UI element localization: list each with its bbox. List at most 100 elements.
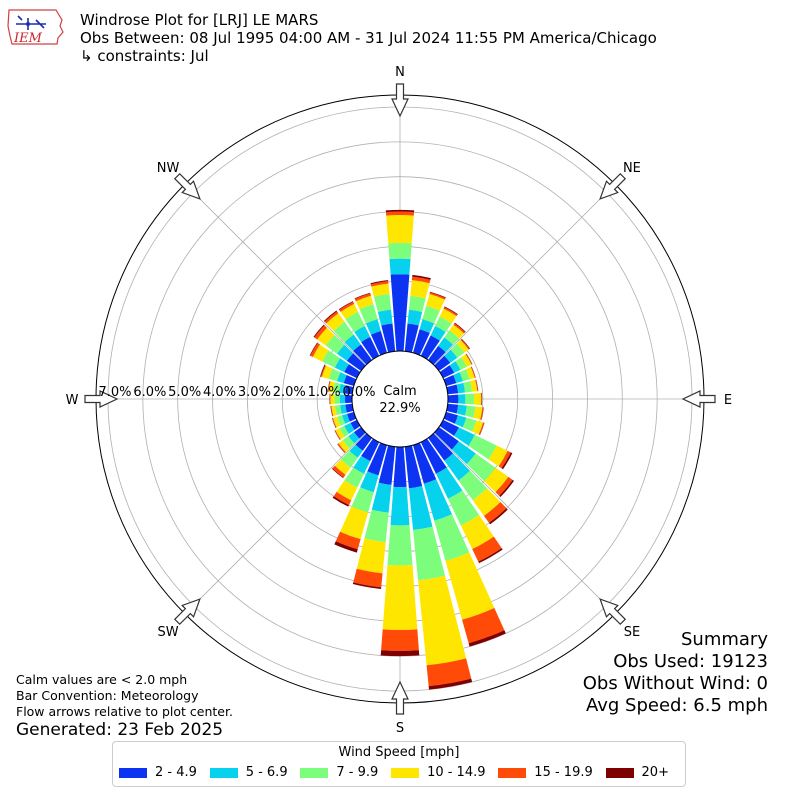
bar-segment — [458, 470, 488, 501]
bar-segment — [381, 323, 396, 353]
bar-segment — [458, 394, 466, 404]
bar-segment — [408, 295, 426, 312]
grid-spoke — [433, 432, 616, 615]
bar-segment — [333, 491, 352, 506]
compass-arrow — [173, 598, 201, 626]
arrow-shape — [84, 390, 119, 408]
bar-segment — [423, 479, 453, 521]
bar-segment — [428, 433, 454, 461]
bar-segment — [480, 407, 484, 420]
bar-segment — [336, 480, 358, 501]
bar-segment — [382, 565, 418, 631]
legend: Wind Speed [mph] 2 - 4.9 5 - 6.9 7 - 9.9… — [112, 741, 686, 787]
direction-bar — [434, 338, 471, 371]
bar-segment — [333, 382, 341, 393]
constraints-text: ↳ constraints: Jul — [80, 47, 209, 65]
bar-segment — [428, 678, 473, 690]
bar-segment — [314, 325, 327, 340]
bar-segment — [380, 650, 420, 657]
bar-segment — [393, 446, 407, 488]
bar-segment — [410, 280, 430, 299]
bar-segment — [352, 582, 382, 589]
bar-segment — [445, 552, 495, 620]
bar-segment — [443, 411, 458, 424]
direction-bar — [323, 310, 372, 365]
bar-segment — [337, 372, 347, 384]
compass-arrow — [599, 172, 627, 200]
radial-tick-label: 0.0% — [342, 385, 375, 400]
legend-item: 10 - 14.9 — [391, 765, 495, 780]
bar-segment — [332, 417, 337, 428]
bar-segment — [446, 384, 459, 395]
bar-segment — [320, 365, 327, 378]
bar-segment — [465, 393, 475, 405]
bar-segment — [429, 292, 446, 300]
bar-segment — [390, 486, 410, 526]
bar-segment — [337, 443, 346, 453]
bar-segment — [359, 304, 378, 324]
bar-segment — [489, 508, 508, 525]
bar-segment — [388, 242, 412, 260]
bar-segment — [340, 303, 359, 320]
direction-bar — [380, 446, 420, 657]
bar-segment — [483, 501, 507, 523]
bar-segment — [412, 442, 437, 484]
direction-bar — [434, 427, 514, 498]
bar-segment — [339, 425, 349, 437]
direction-bar — [443, 366, 476, 387]
bar-segment — [443, 374, 457, 387]
bar-segment — [335, 428, 345, 440]
bar-segment — [353, 568, 383, 588]
compass-label: SE — [624, 625, 640, 640]
direction-bar — [320, 364, 357, 387]
bar-segment — [373, 294, 392, 312]
bar-segment — [344, 334, 361, 351]
bar-segment — [468, 434, 497, 460]
bar-segment — [466, 453, 496, 482]
bar-segment — [472, 488, 501, 516]
bar-segment — [321, 365, 333, 379]
obs-period: Obs Between: 08 Jul 1995 04:00 AM - 31 J… — [80, 29, 657, 47]
iowa-outline-icon — [7, 9, 64, 45]
legend-swatch — [605, 767, 634, 778]
bar-segment — [404, 323, 419, 353]
bar-segment — [378, 445, 396, 485]
bar-segment — [389, 258, 411, 275]
bar-segment — [438, 337, 454, 353]
bar-segment — [473, 406, 483, 420]
bar-segment — [353, 455, 371, 474]
bar-segment — [412, 274, 431, 280]
bar-segment — [456, 404, 467, 416]
bar-segment — [336, 344, 354, 361]
bar-segment — [361, 336, 380, 360]
bar-segment — [334, 459, 351, 475]
bar-segment — [435, 467, 463, 499]
legend-label: 5 - 6.9 — [245, 765, 288, 780]
calm-circle — [351, 350, 449, 448]
bar-segment — [480, 392, 482, 406]
legend-label: 10 - 14.9 — [427, 765, 486, 780]
bar-segment — [426, 294, 445, 311]
bar-segment — [465, 353, 473, 365]
bar-segment — [407, 309, 423, 326]
legend-item: 7 - 9.9 — [300, 765, 388, 780]
radial-tick-label: 4.0% — [203, 385, 236, 400]
bar-segment — [331, 405, 337, 417]
bar-segment — [354, 293, 371, 302]
direction-bar — [331, 411, 357, 429]
legend-item: 2 - 4.9 — [119, 765, 207, 780]
radial-tick-label: 6.0% — [133, 385, 166, 400]
legend-item: 5 - 6.9 — [209, 765, 298, 780]
bar-segment — [450, 343, 465, 358]
legend-swatch — [209, 767, 238, 778]
bar-segment — [381, 629, 419, 651]
radial-tick-labels: 0.0%1.0%2.0%3.0%4.0%5.0%6.0%7.0% — [98, 385, 375, 400]
bar-segment — [426, 658, 472, 687]
direction-bar — [447, 392, 483, 406]
bar-segment — [461, 354, 472, 367]
bar-segment — [327, 381, 330, 392]
direction-bar — [327, 381, 354, 395]
bar-segment — [412, 329, 430, 356]
summary-title: Summary — [681, 629, 768, 650]
bar-segment — [337, 415, 346, 426]
